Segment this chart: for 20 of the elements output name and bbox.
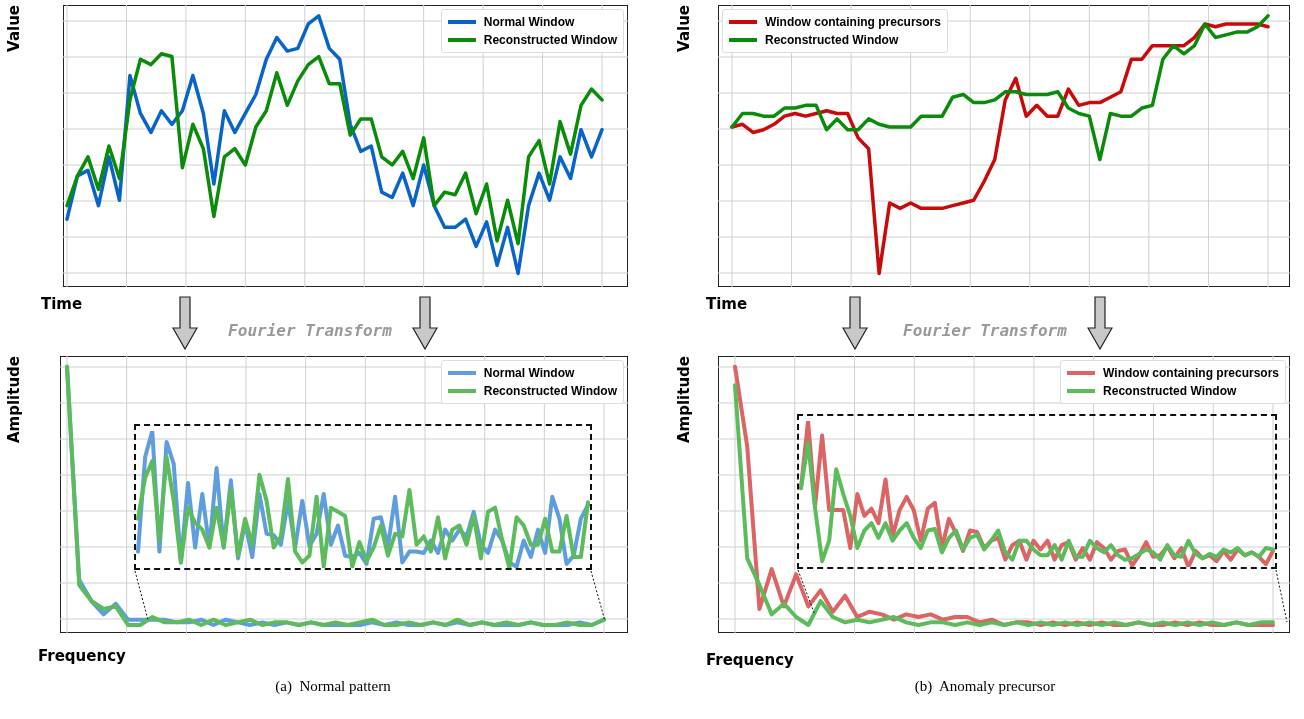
legend-label: Reconstructed Window [1103,384,1237,398]
x-axis-title: Frequency [38,647,126,665]
legend-label: Window containing precursors [765,15,941,29]
legend-label: Normal Window [483,15,575,29]
text: (a) Normal pattern [274,678,392,695]
y-axis-title: Amplitude [675,356,694,446]
legend-label: Window containing precursors [1103,366,1279,380]
y-axis-title: Value [675,5,694,54]
legend-label: Reconstructed Window [483,384,617,398]
text: Fourier Transform [227,321,393,340]
x-axis-title: Time [706,295,748,313]
y-axis-title: Amplitude [5,356,24,446]
x-axis-title: Frequency [706,651,794,669]
text: (b) Anomaly precursor [913,678,1057,695]
x-axis-title: Time [41,295,83,313]
legend-label: Reconstructed Window [483,33,617,47]
text: Fourier Transform [902,321,1068,340]
legend-label: Normal Window [483,366,575,380]
y-axis-title: Value [5,5,24,54]
legend-label: Reconstructed Window [765,33,899,47]
